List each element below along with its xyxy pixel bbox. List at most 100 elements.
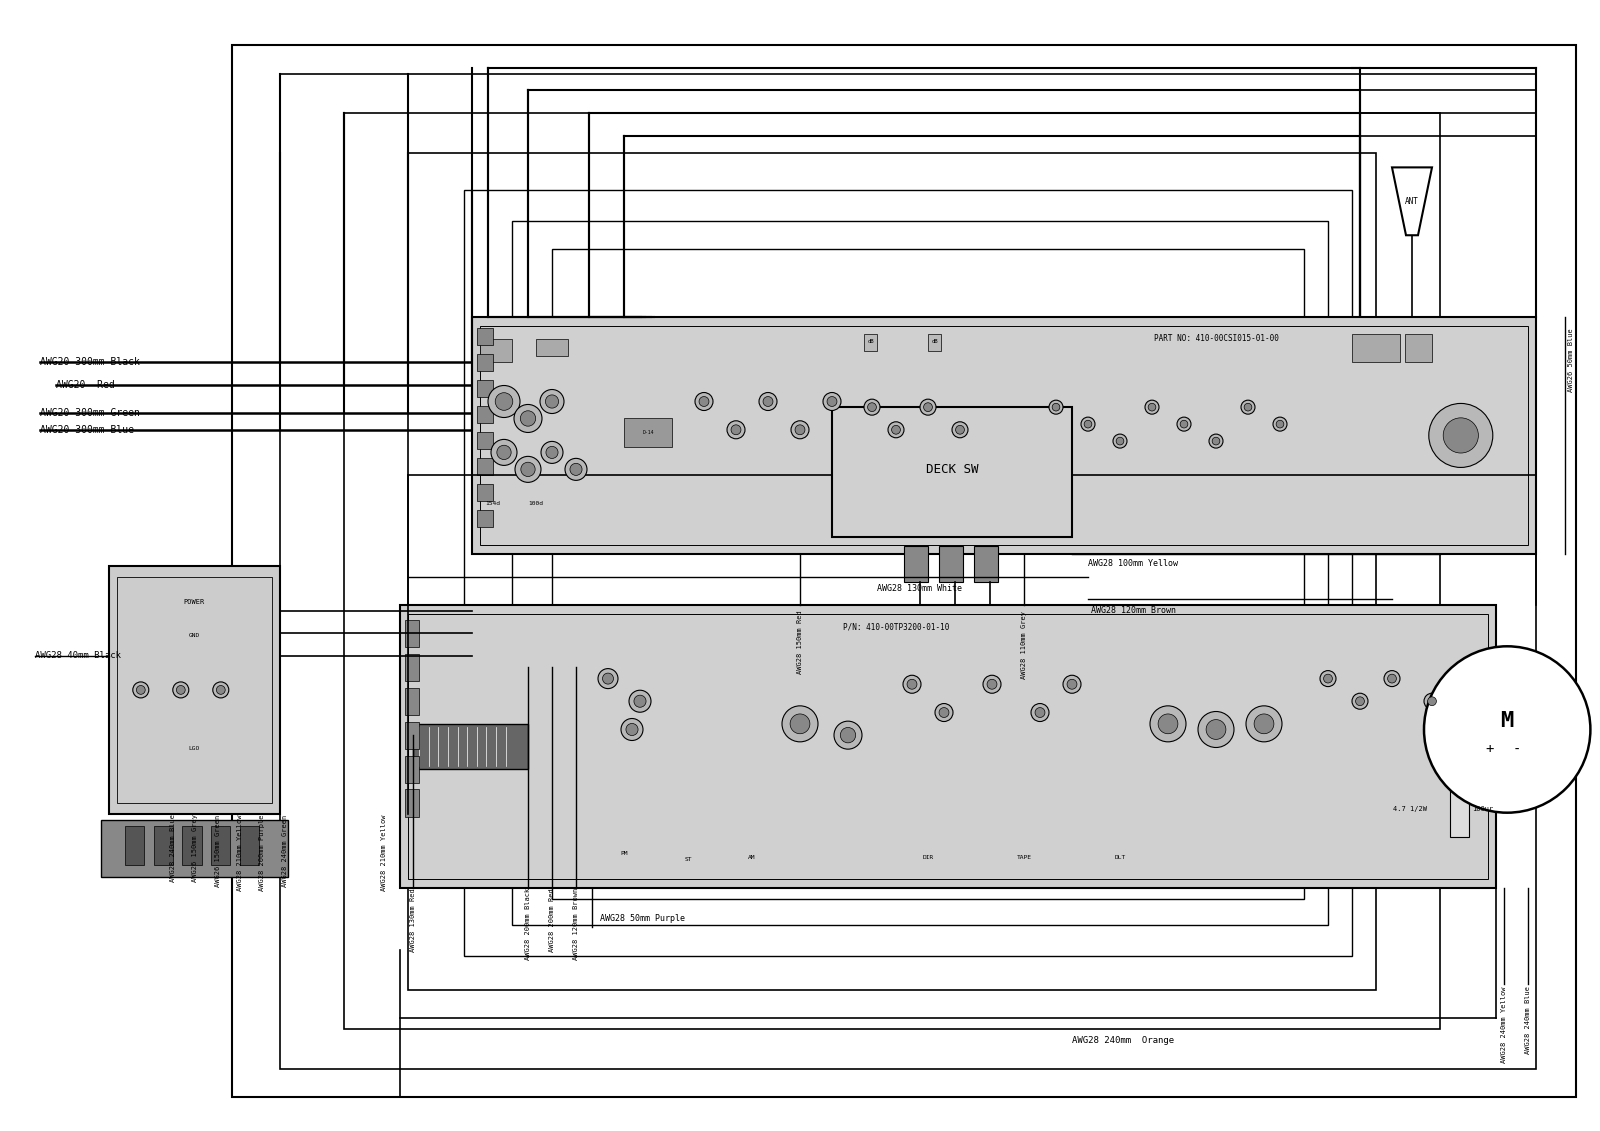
Circle shape: [822, 392, 842, 411]
Circle shape: [1274, 417, 1286, 431]
Bar: [413, 724, 528, 769]
Bar: [280, 74, 1536, 1069]
Text: PART NO: 410-00CSI015-01-00: PART NO: 410-00CSI015-01-00: [1154, 334, 1278, 343]
Bar: [1405, 334, 1432, 362]
Circle shape: [621, 718, 643, 741]
Text: DECK SW: DECK SW: [926, 463, 978, 476]
Circle shape: [1181, 421, 1187, 428]
Circle shape: [1158, 714, 1178, 734]
Text: TAPE: TAPE: [1016, 855, 1032, 860]
Text: ANT: ANT: [1405, 197, 1419, 206]
Circle shape: [867, 403, 877, 412]
Circle shape: [1210, 434, 1222, 448]
Circle shape: [1443, 417, 1478, 454]
Circle shape: [834, 722, 862, 749]
Bar: [552, 249, 1304, 899]
Text: AWG28 100mm Yellow: AWG28 100mm Yellow: [1088, 559, 1178, 568]
Circle shape: [1198, 711, 1234, 748]
Circle shape: [173, 682, 189, 698]
Text: AWG28 240mm Blue: AWG28 240mm Blue: [1525, 986, 1531, 1054]
Text: LGO: LGO: [189, 746, 200, 751]
Text: AWG28 130mm White: AWG28 130mm White: [877, 584, 962, 593]
Circle shape: [1150, 706, 1186, 742]
Text: AWG20  Red: AWG20 Red: [56, 380, 115, 389]
Text: AWG28 200mm Red: AWG28 200mm Red: [549, 888, 555, 951]
Text: AWG26 50mm Blue: AWG26 50mm Blue: [1568, 328, 1574, 391]
Circle shape: [514, 405, 542, 432]
Circle shape: [939, 708, 949, 717]
Bar: [1352, 334, 1400, 362]
Bar: [477, 458, 493, 475]
Bar: [405, 620, 419, 647]
Circle shape: [790, 421, 810, 439]
Bar: [477, 380, 493, 397]
Bar: [864, 334, 877, 351]
Circle shape: [541, 389, 563, 414]
Circle shape: [1355, 697, 1365, 706]
Circle shape: [726, 421, 746, 439]
Text: AWG28 240mm Green: AWG28 240mm Green: [282, 814, 288, 887]
Bar: [1450, 780, 1469, 837]
Circle shape: [694, 392, 714, 411]
Bar: [154, 826, 173, 865]
Circle shape: [626, 724, 638, 735]
Circle shape: [546, 395, 558, 408]
Circle shape: [1387, 674, 1397, 683]
Bar: [477, 510, 493, 527]
Text: AWG28 200mm Black: AWG28 200mm Black: [525, 888, 531, 960]
Circle shape: [603, 673, 613, 684]
Circle shape: [1429, 404, 1493, 467]
Circle shape: [795, 425, 805, 434]
Circle shape: [1082, 417, 1094, 431]
Text: AWG28 130mm Red: AWG28 130mm Red: [410, 888, 416, 951]
Text: +: +: [1485, 742, 1493, 757]
Text: AM: AM: [749, 855, 755, 860]
Text: AWG28 240mm Yellow: AWG28 240mm Yellow: [1501, 986, 1507, 1063]
Circle shape: [1245, 404, 1251, 411]
Bar: [405, 688, 419, 715]
Circle shape: [1146, 400, 1158, 414]
Circle shape: [827, 397, 837, 406]
Bar: [480, 326, 1528, 545]
Text: AWG26 150mm Green: AWG26 150mm Green: [214, 814, 221, 887]
Text: 4.7 1/2W: 4.7 1/2W: [1394, 805, 1427, 812]
Circle shape: [496, 392, 512, 411]
Circle shape: [952, 422, 968, 438]
Circle shape: [1206, 719, 1226, 740]
Circle shape: [1277, 421, 1283, 428]
Text: AWG28 50mm Purple: AWG28 50mm Purple: [600, 914, 685, 923]
Bar: [125, 826, 144, 865]
Circle shape: [598, 668, 618, 689]
Text: AWG20 300mm Black: AWG20 300mm Black: [40, 357, 139, 366]
Bar: [477, 484, 493, 501]
Circle shape: [1050, 400, 1062, 414]
Bar: [232, 45, 1576, 1097]
Circle shape: [1384, 671, 1400, 687]
Circle shape: [133, 682, 149, 698]
Text: POWER: POWER: [184, 599, 205, 605]
Circle shape: [1320, 671, 1336, 687]
Circle shape: [790, 714, 810, 734]
Circle shape: [1035, 708, 1045, 717]
Circle shape: [982, 675, 1002, 693]
Circle shape: [934, 703, 954, 722]
Circle shape: [1352, 693, 1368, 709]
Circle shape: [923, 403, 933, 412]
Circle shape: [1178, 417, 1190, 431]
Circle shape: [758, 392, 778, 411]
Bar: [928, 334, 941, 351]
Bar: [101, 820, 288, 877]
Circle shape: [488, 386, 520, 417]
Text: AWG28 210mm Yellow: AWG28 210mm Yellow: [237, 814, 243, 891]
Circle shape: [491, 440, 517, 465]
Bar: [477, 432, 493, 449]
Circle shape: [1242, 400, 1254, 414]
Circle shape: [1246, 706, 1282, 742]
Circle shape: [570, 464, 582, 475]
Text: dB: dB: [867, 339, 874, 344]
Bar: [832, 407, 1072, 537]
Circle shape: [1067, 680, 1077, 689]
Text: AWG28 150mm Red: AWG28 150mm Red: [797, 611, 803, 674]
Bar: [477, 354, 493, 371]
Bar: [464, 190, 1352, 956]
